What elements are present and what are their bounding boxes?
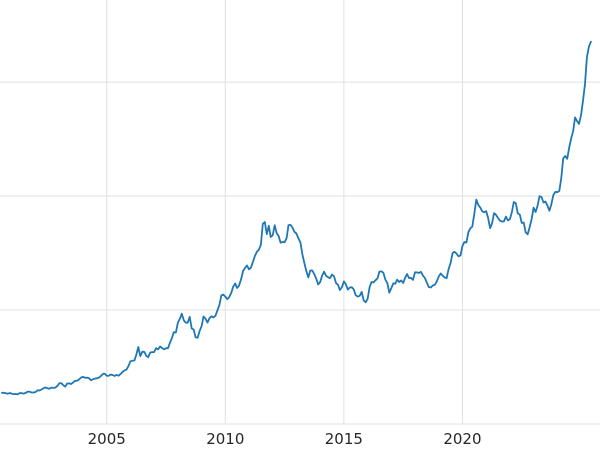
x-tick-label: 2020 [443, 430, 481, 448]
x-tick-label: 2010 [206, 430, 244, 448]
price-line [1, 40, 592, 396]
x-tick-label: 2005 [88, 430, 126, 448]
x-tick-label: 2015 [325, 430, 363, 448]
